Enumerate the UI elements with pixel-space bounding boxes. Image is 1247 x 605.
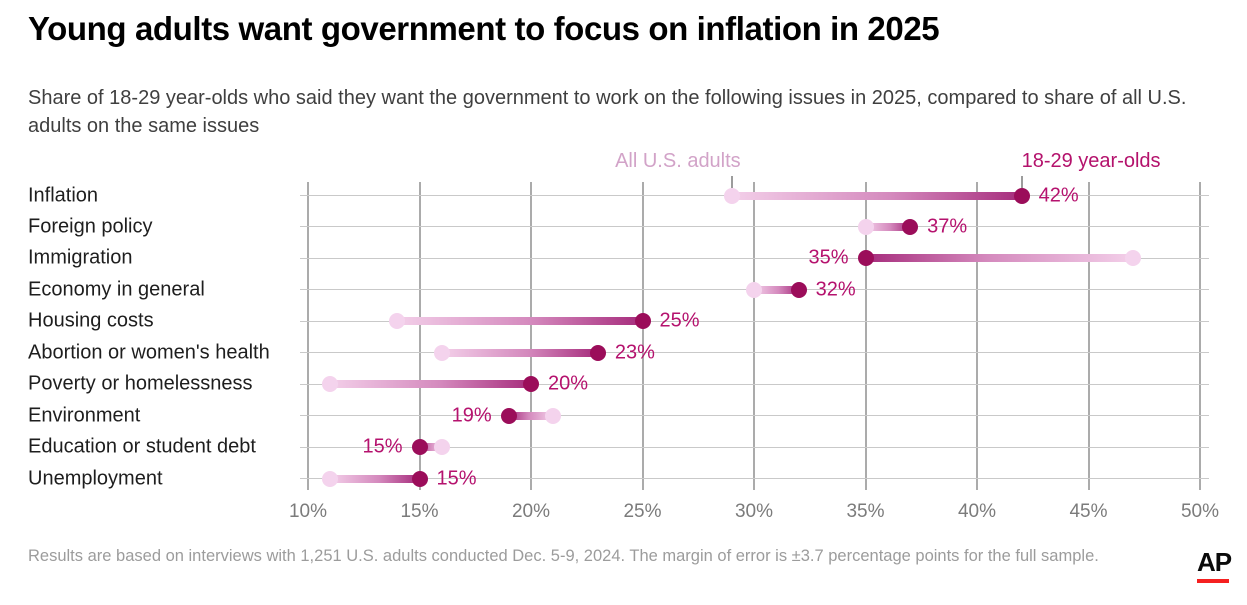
row-gridline (300, 352, 1209, 354)
youth-dot (1013, 187, 1030, 204)
legend-all-adults-label: All U.S. adults (615, 150, 741, 172)
ap-logo-red-bar (1197, 579, 1229, 583)
youth-dot (411, 470, 428, 487)
grid-line-vertical (418, 182, 421, 490)
category-label: Environment (28, 404, 141, 427)
all-adults-dot (723, 187, 740, 204)
grid-line-vertical (753, 182, 755, 490)
category-label: Economy in general (28, 278, 205, 301)
dumbbell-bar (508, 411, 554, 420)
category-label: Unemployment (28, 467, 163, 490)
all-adults-dot (433, 439, 450, 456)
category-label: Poverty or homelessness (28, 372, 253, 395)
all-adults-dot (746, 281, 762, 298)
ap-logo-text: AP (1197, 547, 1232, 577)
dumbbell-bar (441, 348, 598, 357)
row-gridline (300, 415, 1209, 417)
legend-tick-adults (730, 176, 733, 188)
x-axis-tick-label: 35% (846, 501, 885, 522)
x-axis-tick-label: 30% (734, 501, 774, 522)
grid-line-vertical (864, 182, 867, 490)
category-label: Education or student debt (28, 435, 256, 458)
x-axis-tick-label: 20% (511, 501, 551, 522)
x-axis-tick-label: 25% (623, 501, 662, 522)
dumbbell-bar (731, 191, 1022, 200)
value-label: 23% (614, 341, 655, 364)
grid-line-vertical (530, 182, 532, 490)
x-axis-tick-label: 50% (1180, 501, 1220, 522)
youth-dot (589, 344, 606, 361)
dumbbell-bar (754, 285, 799, 294)
value-label: 32% (815, 278, 856, 301)
chart-title: Young adults want government to focus on… (28, 10, 940, 47)
x-axis-tick-label: 40% (957, 501, 997, 522)
category-label: Foreign policy (28, 215, 153, 238)
dumbbell-bar (865, 254, 1134, 263)
x-axis-tick-label: 45% (1069, 501, 1108, 522)
all-adults-dot (1125, 250, 1142, 267)
value-label: 15% (362, 435, 403, 458)
row-gridline (300, 383, 1209, 385)
category-label: Inflation (28, 184, 99, 206)
youth-dot (523, 376, 539, 393)
youth-dot (857, 250, 874, 267)
row-gridline (300, 226, 1209, 228)
value-label: 42% (1038, 184, 1079, 206)
all-adults-dot (433, 344, 450, 361)
grid-line-vertical (1087, 182, 1090, 490)
ap-logo: AP (1197, 547, 1232, 583)
all-adults-dot (545, 407, 562, 424)
all-adults-dot (322, 376, 339, 393)
grid-line-vertical (641, 182, 644, 490)
youth-dot (500, 407, 517, 424)
row-gridline (300, 446, 1209, 448)
value-label: 15% (436, 467, 477, 490)
value-label: 35% (808, 246, 849, 269)
dumbbell-bar (865, 222, 911, 231)
value-label: 37% (927, 215, 968, 238)
category-label: Housing costs (28, 309, 154, 332)
legend-tick-youth (1020, 176, 1023, 188)
grid-line-vertical (976, 182, 978, 490)
all-adults-dot (389, 313, 406, 330)
row-gridline (300, 257, 1209, 259)
category-label: Immigration (28, 246, 133, 269)
all-adults-dot (322, 470, 339, 487)
x-axis-tick-label: 10% (288, 501, 328, 522)
legend-youth-label: 18-29 year-olds (1021, 150, 1161, 172)
row-gridline (300, 320, 1209, 322)
value-label: 25% (659, 309, 700, 332)
value-label: 19% (451, 404, 492, 427)
youth-dot (411, 439, 428, 456)
youth-dot (790, 281, 807, 298)
chart-subtitle: Share of 18-29 year-olds who said they w… (28, 87, 1187, 137)
grid-line-vertical (307, 182, 309, 490)
grid-line-vertical (1199, 182, 1201, 490)
category-label: Abortion or women's health (28, 341, 270, 364)
row-gridline (300, 478, 1209, 480)
dumbbell-bar (419, 443, 442, 452)
youth-dot (902, 218, 919, 235)
all-adults-dot (857, 218, 874, 235)
dumbbell-bar (330, 474, 420, 483)
source-note: Results are based on interviews with 1,2… (28, 547, 1099, 565)
youth-dot (634, 313, 651, 330)
dumbbell-bar (330, 380, 531, 389)
x-axis-tick-label: 15% (400, 501, 439, 522)
value-label: 20% (548, 372, 589, 395)
dumbbell-bar (397, 317, 643, 326)
